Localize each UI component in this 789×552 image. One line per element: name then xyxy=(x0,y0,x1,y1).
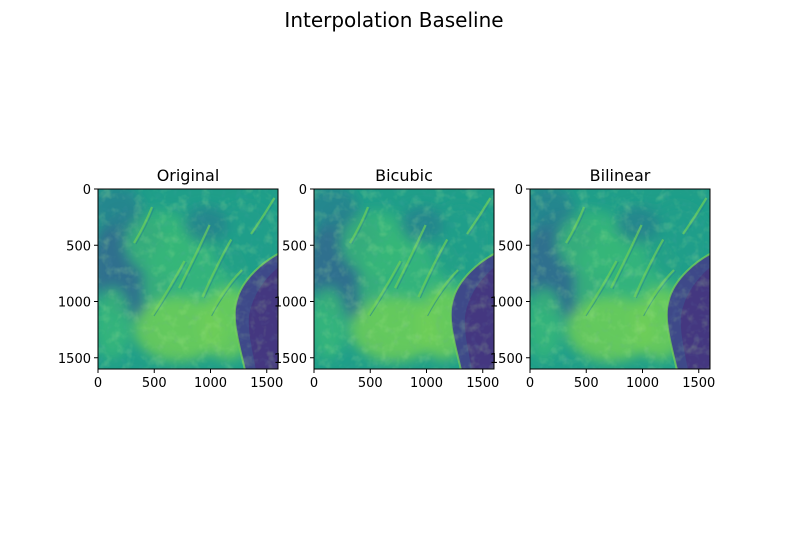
subplot-title: Original xyxy=(157,166,220,185)
y-tick-label: 500 xyxy=(282,239,307,254)
x-tick-label: 500 xyxy=(142,376,167,391)
y-tick-label: 0 xyxy=(515,183,523,198)
x-tick-label: 0 xyxy=(310,376,318,391)
y-tick-label: 500 xyxy=(66,239,91,254)
axes-frame xyxy=(529,188,711,370)
y-tick-label: 1500 xyxy=(274,352,307,367)
y-tick-label: 500 xyxy=(498,239,523,254)
subplot-title: Bilinear xyxy=(590,166,651,185)
y-tick-label: 1500 xyxy=(490,352,523,367)
x-tick-label: 1000 xyxy=(194,376,227,391)
heatmap-image xyxy=(530,189,710,369)
axes-frame xyxy=(313,188,495,370)
heatmap-image xyxy=(98,189,278,369)
y-tick-label: 1500 xyxy=(58,352,91,367)
y-tick-label: 0 xyxy=(83,183,91,198)
axes-frame xyxy=(97,188,279,370)
y-tick-label: 0 xyxy=(299,183,307,198)
heatmap-image xyxy=(314,189,494,369)
x-tick-label: 1000 xyxy=(626,376,659,391)
subplot-title: Bicubic xyxy=(375,166,433,185)
x-tick-label: 1500 xyxy=(682,376,715,391)
x-tick-label: 1000 xyxy=(410,376,443,391)
y-tick-label: 1000 xyxy=(274,296,307,311)
x-tick-label: 1500 xyxy=(466,376,499,391)
y-tick-label: 1000 xyxy=(490,296,523,311)
figure-title: Interpolation Baseline xyxy=(284,8,503,32)
x-tick-label: 500 xyxy=(574,376,599,391)
x-tick-label: 500 xyxy=(358,376,383,391)
y-tick-label: 1000 xyxy=(58,296,91,311)
x-tick-label: 1500 xyxy=(250,376,283,391)
x-tick-label: 0 xyxy=(526,376,534,391)
x-tick-label: 0 xyxy=(94,376,102,391)
